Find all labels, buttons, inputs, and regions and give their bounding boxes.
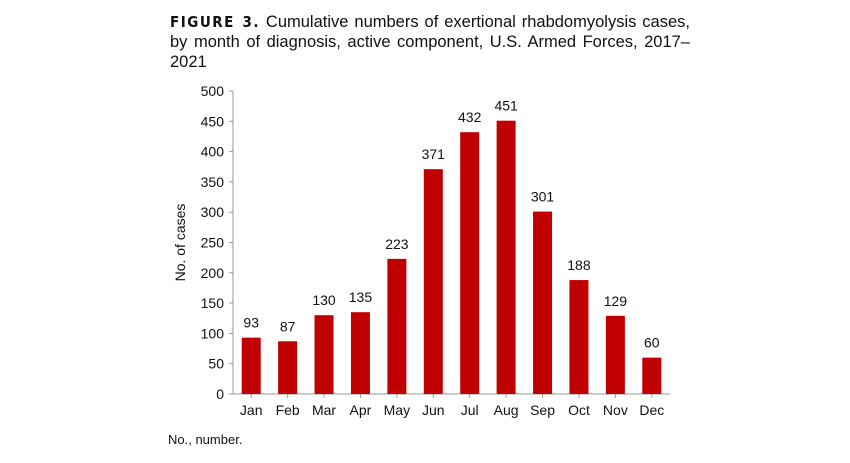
bar-jan	[241, 337, 261, 394]
data-label: 93	[243, 315, 259, 331]
bar-sep	[533, 211, 553, 394]
y-tick-label: 150	[201, 295, 225, 311]
y-tick-label: 450	[201, 113, 225, 129]
bar-dec	[642, 357, 662, 394]
y-tick-label: 50	[208, 356, 224, 372]
x-tick-label: Nov	[603, 402, 628, 418]
footnote: No., number.	[168, 432, 243, 447]
x-tick-label: Dec	[639, 402, 664, 418]
data-label: 60	[644, 335, 660, 351]
data-label: 135	[349, 289, 373, 305]
data-label: 87	[280, 318, 296, 334]
y-tick-label: 300	[201, 204, 225, 220]
x-tick-label: Jan	[240, 402, 263, 418]
y-tick-label: 250	[201, 235, 225, 251]
x-tick-label: Apr	[350, 402, 372, 418]
figure-label: FIGURE 3.	[170, 13, 260, 31]
x-tick-label: Mar	[312, 402, 336, 418]
bar-mar	[314, 315, 334, 394]
data-label: 451	[494, 98, 518, 114]
y-axis-label: No. of cases	[172, 204, 188, 282]
figure-title: FIGURE 3. Cumulative numbers of exertion…	[170, 12, 690, 72]
data-label: 129	[604, 293, 628, 309]
figure-caption: Cumulative numbers of exertional rhabdom…	[170, 13, 690, 71]
y-tick-label: 350	[201, 174, 225, 190]
y-tick-label: 400	[201, 144, 225, 160]
x-tick-label: Feb	[276, 402, 300, 418]
y-tick-label: 0	[216, 386, 224, 402]
data-label: 223	[385, 236, 409, 252]
data-label: 301	[531, 189, 555, 205]
bar-may	[387, 258, 407, 394]
bar-feb	[278, 341, 298, 394]
data-label: 432	[458, 109, 482, 125]
bar-nov	[605, 315, 625, 394]
data-label: 188	[567, 257, 591, 273]
x-tick-label: Jul	[461, 402, 479, 418]
x-tick-label: Sep	[530, 402, 555, 418]
bar-aug	[496, 120, 516, 394]
bar-jul	[460, 132, 480, 394]
y-tick-label: 200	[201, 265, 225, 281]
data-label: 130	[312, 292, 336, 308]
bar-oct	[569, 280, 589, 394]
bar-jun	[423, 169, 443, 394]
x-tick-label: Aug	[494, 402, 519, 418]
x-tick-label: Jun	[422, 402, 445, 418]
y-tick-label: 500	[201, 83, 225, 99]
x-tick-label: May	[384, 402, 410, 418]
y-tick-label: 100	[201, 325, 225, 341]
bar-apr	[350, 312, 370, 394]
x-tick-label: Oct	[568, 402, 590, 418]
data-label: 371	[422, 146, 446, 162]
